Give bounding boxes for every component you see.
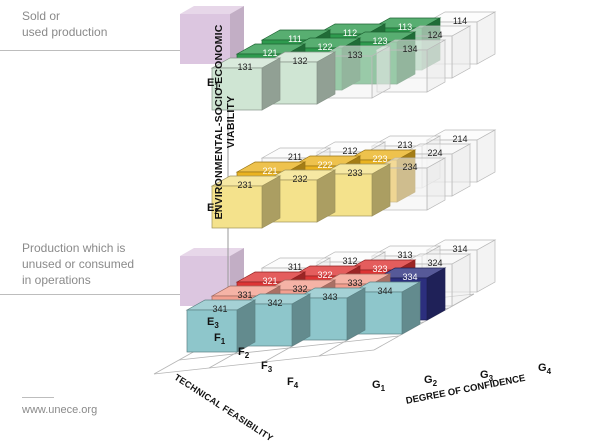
cell-code: 222 — [317, 160, 332, 170]
legend-sold-cube — [180, 6, 244, 64]
cell-code: 212 — [342, 146, 357, 156]
cell-code: 323 — [372, 264, 387, 274]
cell-code: 344 — [377, 286, 392, 296]
g2-label: G2 — [424, 374, 438, 389]
cube-front-face — [211, 67, 263, 111]
cube-front-face — [186, 309, 238, 353]
cell-code: 342 — [267, 298, 282, 308]
cube-side-face — [230, 6, 244, 64]
cell-code: 124 — [427, 30, 442, 40]
cube-front-face — [180, 14, 230, 64]
cell-code: 224 — [427, 148, 442, 158]
cell-code: 324 — [427, 258, 442, 268]
cell-code: 232 — [292, 174, 307, 184]
f3-label: F3 — [261, 360, 273, 375]
cell-code: 211 — [288, 152, 302, 162]
cube-131: 131 — [210, 57, 282, 111]
floor-line — [178, 335, 400, 361]
classification-diagram: 114 113 112 111 124 123 122 121 134 133 132 131 214 2… — [153, 6, 497, 375]
cell-code: 311 — [288, 262, 302, 272]
footer-rule — [22, 397, 54, 398]
cell-code: 111 — [288, 34, 302, 44]
cell-code: 113 — [398, 22, 412, 32]
cell-code: 213 — [397, 140, 412, 150]
cell-code: 114 — [453, 16, 467, 26]
g4-label: G4 — [538, 362, 552, 377]
cell-code: 343 — [322, 292, 337, 302]
cell-code: 312 — [342, 256, 357, 266]
legend-unused-rule — [0, 294, 180, 295]
cube-top-face — [180, 6, 244, 14]
legend-sold-text: Sold or used production — [22, 9, 108, 39]
cell-code: 341 — [212, 304, 227, 314]
legend-sold-rule — [0, 50, 180, 51]
cell-code: 334 — [402, 272, 417, 282]
cell-code: 221 — [262, 166, 277, 176]
cell-code: 321 — [262, 276, 277, 286]
cell-code: 314 — [452, 244, 467, 254]
cell-code: 214 — [452, 134, 467, 144]
cube-231: 231 — [210, 175, 282, 229]
cell-code: 132 — [292, 56, 307, 66]
e3-label: E3 — [207, 316, 219, 331]
cube-341: 341 — [185, 299, 257, 353]
cell-code: 134 — [402, 44, 417, 54]
cube-233: 233 — [320, 163, 392, 217]
cube-132: 132 — [265, 51, 337, 105]
e1-label: E1 — [207, 77, 219, 92]
f1-label: F1 — [214, 332, 226, 347]
cell-code: 332 — [292, 284, 307, 294]
cell-code: 223 — [372, 154, 387, 164]
cell-code: 131 — [237, 62, 252, 72]
cell-code: 231 — [237, 180, 252, 190]
cell-code: 123 — [372, 36, 387, 46]
cell-code: 122 — [317, 42, 332, 52]
g3-label: G3 — [480, 369, 494, 384]
cube-front-face — [211, 185, 263, 229]
f4-label: F4 — [287, 376, 299, 391]
cell-code: 234 — [402, 162, 417, 172]
g1-label: G1 — [372, 379, 386, 394]
f2-label: F2 — [238, 346, 250, 361]
cell-code: 121 — [262, 48, 277, 58]
cell-code: 133 — [347, 50, 362, 60]
cell-code: 322 — [317, 270, 332, 280]
floor-line — [153, 349, 375, 375]
e2-label: E2 — [207, 202, 219, 217]
cell-code: 333 — [347, 278, 362, 288]
footer-url: www.unece.org — [22, 404, 98, 416]
cell-code: 331 — [237, 290, 252, 300]
legend-unused-text: Production which is unused or consumed i… — [22, 241, 135, 287]
cell-code: 112 — [343, 28, 357, 38]
cell-code: 233 — [347, 168, 362, 178]
cell-code: 313 — [397, 250, 412, 260]
